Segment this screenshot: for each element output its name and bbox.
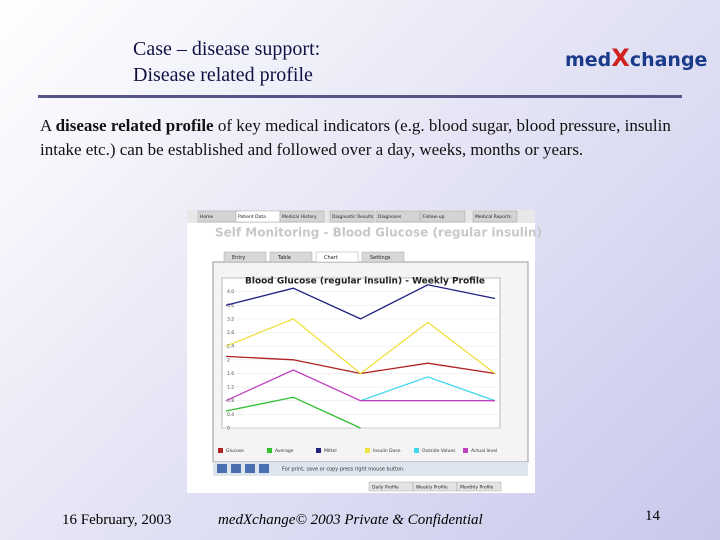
- page-number: 14: [645, 508, 660, 524]
- tab-label: Follow-up: [423, 214, 445, 220]
- tab: [329, 210, 375, 223]
- tab: [420, 210, 466, 223]
- body-text: A disease related profile of key medical…: [40, 114, 690, 162]
- bold-text: disease related profile: [55, 116, 214, 135]
- logo-text: X: [611, 44, 630, 72]
- legend-label: Insulin Dose: [373, 448, 401, 454]
- slide-title: Case – disease support: Disease related …: [133, 36, 320, 88]
- y-tick-label: 2.4: [227, 344, 234, 350]
- legend-swatch: [267, 448, 272, 453]
- series-line: [225, 396, 361, 429]
- legend-swatch: [218, 448, 223, 453]
- tab: [472, 210, 518, 223]
- subtab-label: Settings: [370, 255, 391, 261]
- subtab: [361, 251, 405, 263]
- bottom-tab: [456, 481, 502, 492]
- title-line: Disease related profile: [133, 64, 313, 86]
- nav-button: [245, 464, 255, 473]
- tab-label: Medical History: [282, 214, 317, 220]
- legend-label: Average: [275, 448, 294, 454]
- y-tick-label: 0.8: [227, 398, 234, 404]
- logo: medXchange: [565, 44, 707, 72]
- legend-swatch: [365, 448, 370, 453]
- subtab-label: Entry: [232, 255, 245, 261]
- bottom-tab-label: Monthly Profile: [460, 485, 494, 491]
- chart-title: Blood Glucose (regular insulin) - Weekly…: [245, 277, 485, 287]
- tab-label: Diagnostic Results: [332, 214, 374, 220]
- legend-swatch: [463, 448, 468, 453]
- footer-text: medXchange© 2003 Private & Confidential: [218, 512, 483, 528]
- nav-button: [259, 464, 269, 473]
- series-line: [225, 369, 495, 402]
- subtab-label: Chart: [324, 255, 338, 261]
- nav-button: [217, 464, 227, 473]
- tab-label: Patient Data: [238, 214, 266, 220]
- tab: [375, 210, 421, 223]
- hint: For print, save or copy press right mous…: [282, 467, 405, 473]
- y-tick-label: 2: [227, 357, 230, 363]
- y-tick-label: 1.2: [227, 385, 234, 391]
- y-tick-label: 0: [227, 426, 230, 432]
- tab-label: Diagnoses: [378, 214, 402, 220]
- y-tick-label: 4.0: [227, 289, 234, 295]
- y-tick-label: 3.2: [227, 316, 234, 322]
- legend-label: Glucose: [226, 448, 244, 454]
- bottom-tab-label: Weekly Profile: [416, 485, 448, 491]
- legend-swatch: [414, 448, 419, 453]
- series-line: [225, 284, 496, 320]
- legend-label: Mittel: [324, 448, 337, 454]
- bottom-tab-label: Daily Profile: [372, 485, 399, 491]
- tab: [279, 210, 325, 223]
- y-tick-label: 1.6: [227, 371, 234, 377]
- text: A: [40, 116, 56, 135]
- nav-button: [231, 464, 241, 473]
- nav-bar: [213, 462, 528, 476]
- series-line: [225, 318, 496, 375]
- logo-text: med: [565, 49, 612, 71]
- tab-label: Medical Reports: [475, 214, 512, 220]
- legend-swatch: [316, 448, 321, 453]
- subtab: [315, 251, 359, 263]
- subtab: [269, 251, 313, 263]
- subtab-label: Table: [277, 255, 291, 261]
- text: of key medical indicators (e.g. blood su…: [40, 116, 671, 159]
- footer-date: 16 February, 2003: [62, 512, 172, 528]
- series-line: [360, 376, 496, 402]
- y-tick-label: 0.4: [227, 412, 234, 418]
- title-line: Case – disease support:: [133, 38, 321, 60]
- subtab: [223, 251, 267, 263]
- y-tick-label: 3.6: [227, 303, 234, 309]
- y-tick-label: 2.8: [227, 330, 234, 336]
- divider: [38, 95, 682, 98]
- logo-text: change: [629, 49, 708, 71]
- legend-label: Outside Values: [422, 448, 456, 454]
- panel-title: Self Monitoring - Blood Glucose (regular…: [215, 226, 542, 240]
- plot-area: [221, 277, 501, 429]
- tab-label: Home: [200, 214, 214, 220]
- legend-label: Actual level: [471, 448, 497, 454]
